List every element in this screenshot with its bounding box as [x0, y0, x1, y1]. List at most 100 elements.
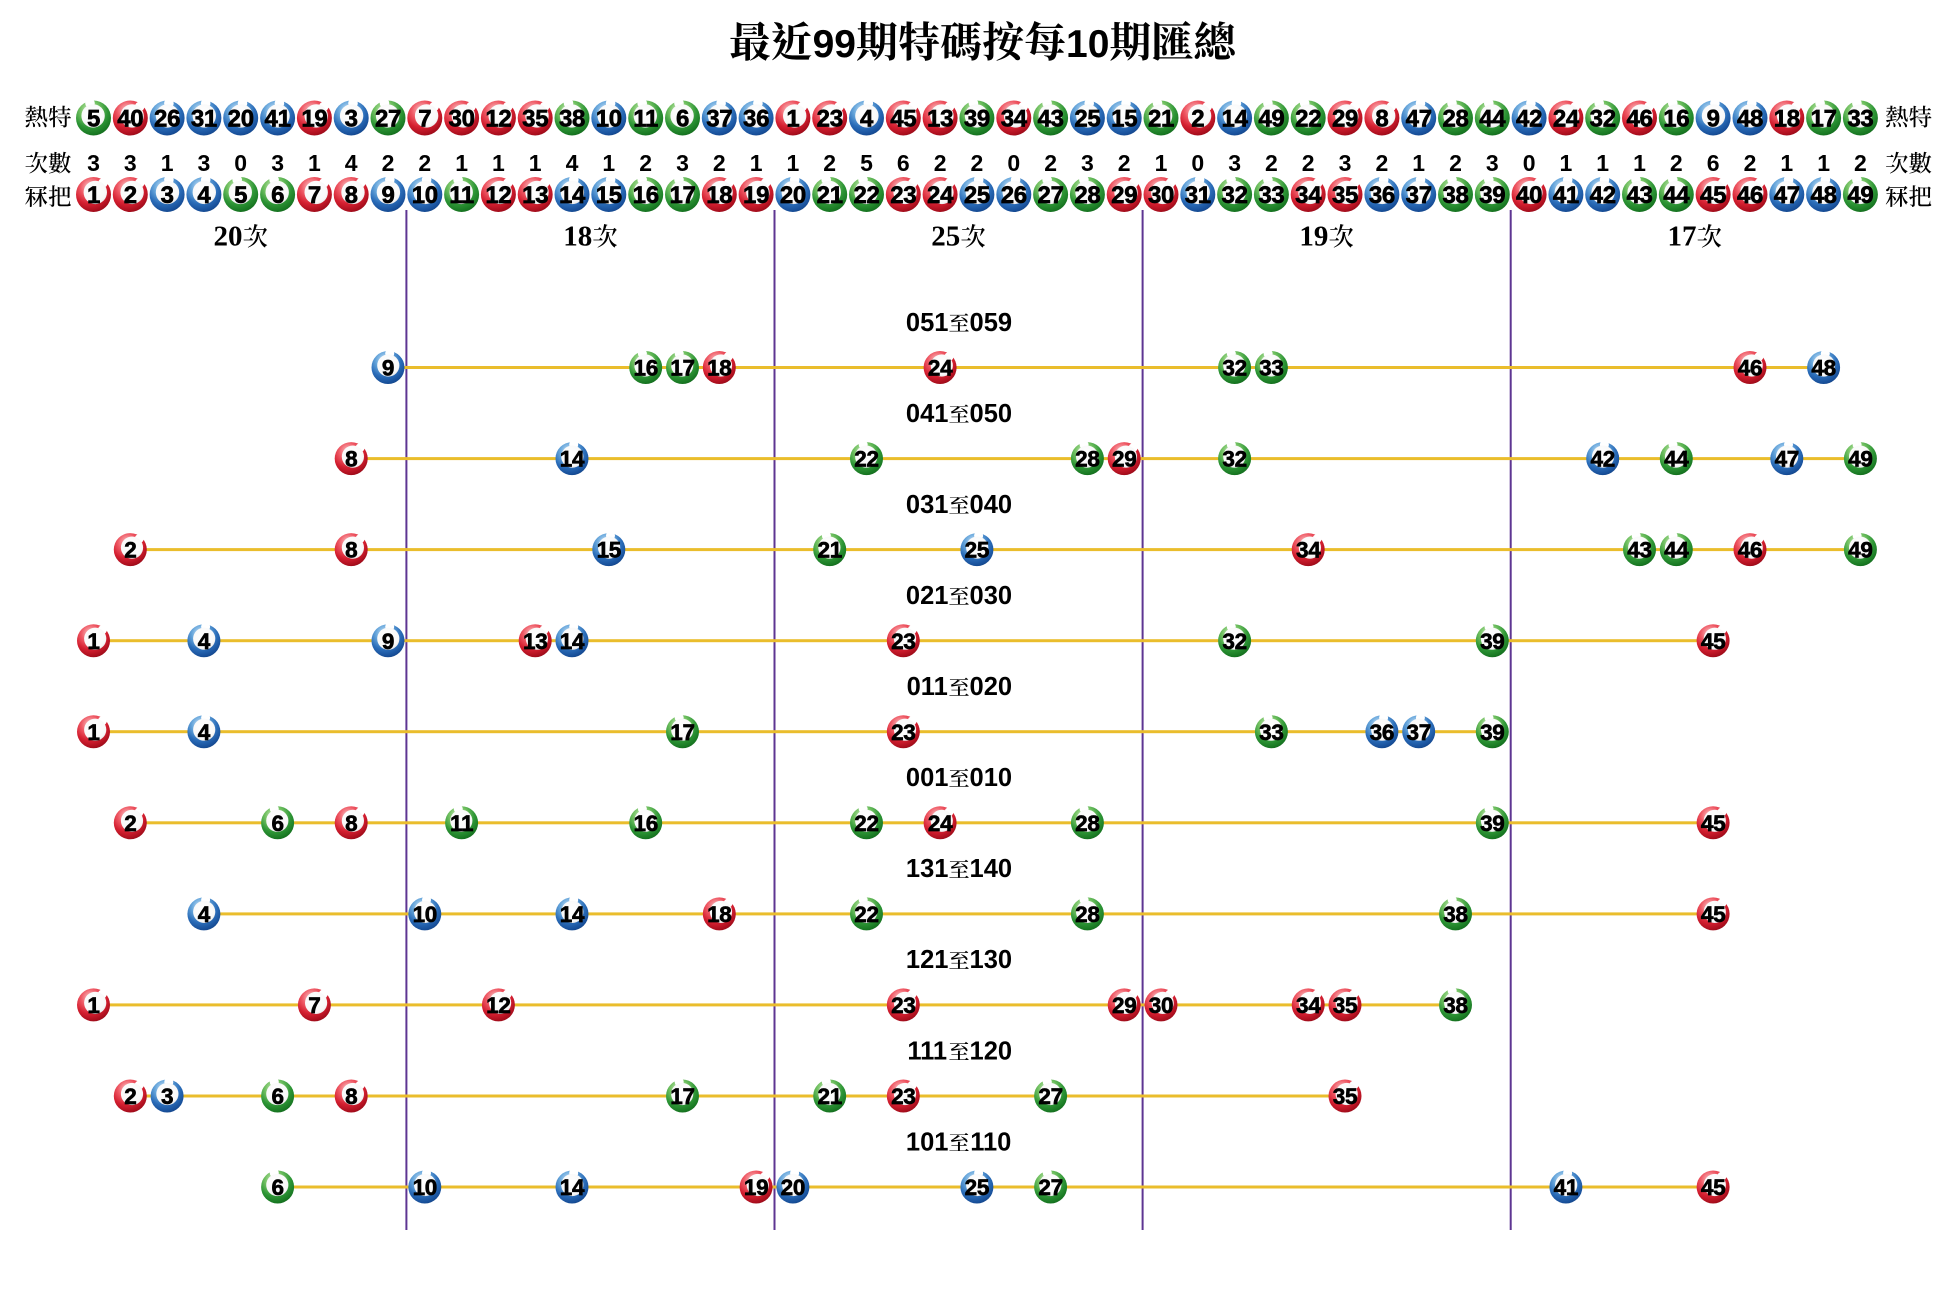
svg-text:36: 36 — [743, 106, 769, 133]
svg-text:32: 32 — [1222, 447, 1246, 472]
svg-text:34: 34 — [1295, 182, 1322, 209]
svg-text:24: 24 — [927, 182, 954, 209]
svg-text:22: 22 — [854, 902, 878, 927]
svg-text:110: 110 — [970, 1128, 1011, 1156]
svg-text:14: 14 — [559, 182, 586, 209]
svg-text:33: 33 — [1847, 106, 1873, 133]
svg-text:4: 4 — [566, 150, 579, 176]
svg-text:2: 2 — [971, 150, 984, 176]
svg-text:18: 18 — [1774, 106, 1800, 133]
svg-text:27: 27 — [375, 106, 401, 133]
svg-text:2: 2 — [1854, 150, 1867, 176]
svg-text:47: 47 — [1406, 106, 1432, 133]
svg-text:27: 27 — [1038, 1175, 1062, 1200]
svg-text:120: 120 — [970, 1037, 1013, 1065]
svg-text:6: 6 — [897, 150, 910, 176]
svg-text:14: 14 — [560, 629, 585, 654]
svg-text:33: 33 — [1259, 356, 1283, 381]
svg-text:9: 9 — [381, 182, 394, 209]
svg-text:23: 23 — [890, 182, 916, 209]
svg-text:29: 29 — [1111, 182, 1137, 209]
svg-text:18: 18 — [706, 182, 732, 209]
svg-text:17: 17 — [1668, 221, 1697, 253]
svg-text:1: 1 — [1412, 150, 1425, 176]
svg-text:6: 6 — [271, 182, 284, 209]
svg-text:8: 8 — [1375, 106, 1388, 133]
svg-text:2: 2 — [1449, 150, 1462, 176]
svg-text:3: 3 — [1228, 150, 1241, 176]
svg-text:11: 11 — [450, 811, 473, 836]
svg-text:13: 13 — [523, 629, 547, 654]
svg-text:23: 23 — [817, 106, 843, 133]
svg-text:27: 27 — [1038, 1084, 1062, 1109]
svg-text:1: 1 — [750, 150, 763, 176]
svg-text:33: 33 — [1259, 720, 1283, 745]
svg-text:47: 47 — [1775, 447, 1799, 472]
svg-text:1: 1 — [87, 182, 100, 209]
svg-text:2: 2 — [1265, 150, 1278, 176]
svg-text:12: 12 — [485, 182, 511, 209]
svg-text:3: 3 — [161, 1084, 173, 1109]
svg-text:021: 021 — [906, 582, 949, 610]
svg-text:26: 26 — [154, 106, 180, 133]
svg-text:24: 24 — [1553, 106, 1580, 133]
svg-text:1: 1 — [455, 150, 468, 176]
svg-text:1: 1 — [87, 629, 99, 654]
svg-text:6: 6 — [271, 1084, 283, 1109]
svg-text:1: 1 — [786, 106, 799, 133]
svg-text:17: 17 — [1811, 106, 1837, 133]
svg-text:2: 2 — [1191, 106, 1204, 133]
svg-text:1: 1 — [602, 150, 615, 176]
svg-text:10: 10 — [413, 1175, 437, 1200]
svg-text:131: 131 — [906, 855, 949, 883]
svg-text:2: 2 — [124, 811, 136, 836]
svg-text:1: 1 — [308, 150, 321, 176]
svg-text:8: 8 — [345, 1084, 357, 1109]
svg-text:2: 2 — [823, 150, 836, 176]
svg-text:2: 2 — [1376, 150, 1389, 176]
svg-text:39: 39 — [964, 106, 990, 133]
svg-text:2: 2 — [1044, 150, 1057, 176]
svg-text:050: 050 — [970, 400, 1013, 428]
svg-text:8: 8 — [345, 538, 357, 563]
svg-text:20: 20 — [228, 106, 254, 133]
svg-text:99: 99 — [813, 23, 856, 66]
svg-text:35: 35 — [522, 106, 548, 133]
svg-text:13: 13 — [927, 106, 953, 133]
svg-text:19: 19 — [744, 1175, 768, 1200]
svg-text:130: 130 — [970, 946, 1013, 974]
svg-text:14: 14 — [560, 902, 585, 927]
svg-text:35: 35 — [1333, 1084, 1357, 1109]
svg-text:6: 6 — [271, 811, 283, 836]
svg-text:32: 32 — [1222, 356, 1246, 381]
svg-text:16: 16 — [633, 356, 657, 381]
svg-text:45: 45 — [1701, 1175, 1725, 1200]
svg-text:2: 2 — [124, 1084, 136, 1109]
svg-text:041: 041 — [906, 400, 949, 428]
svg-text:33: 33 — [1258, 182, 1284, 209]
svg-text:35: 35 — [1332, 182, 1358, 209]
svg-text:2: 2 — [382, 150, 395, 176]
svg-text:1: 1 — [161, 150, 174, 176]
svg-text:15: 15 — [596, 182, 622, 209]
svg-text:25: 25 — [964, 182, 990, 209]
svg-text:42: 42 — [1590, 447, 1614, 472]
svg-text:4: 4 — [198, 902, 211, 927]
svg-text:4: 4 — [198, 720, 211, 745]
svg-text:10: 10 — [413, 902, 437, 927]
svg-text:3: 3 — [198, 150, 211, 176]
svg-text:23: 23 — [891, 720, 915, 745]
svg-text:25: 25 — [965, 1175, 989, 1200]
svg-text:41: 41 — [1553, 182, 1579, 209]
svg-text:39: 39 — [1479, 182, 1505, 209]
svg-text:001: 001 — [906, 764, 949, 792]
svg-text:3: 3 — [271, 150, 284, 176]
svg-text:28: 28 — [1442, 106, 1468, 133]
svg-text:8: 8 — [345, 447, 357, 472]
svg-text:36: 36 — [1369, 182, 1395, 209]
svg-text:29: 29 — [1332, 106, 1358, 133]
svg-text:3: 3 — [1486, 150, 1499, 176]
svg-text:040: 040 — [970, 491, 1013, 519]
svg-text:20: 20 — [781, 1175, 805, 1200]
svg-text:32: 32 — [1590, 106, 1616, 133]
